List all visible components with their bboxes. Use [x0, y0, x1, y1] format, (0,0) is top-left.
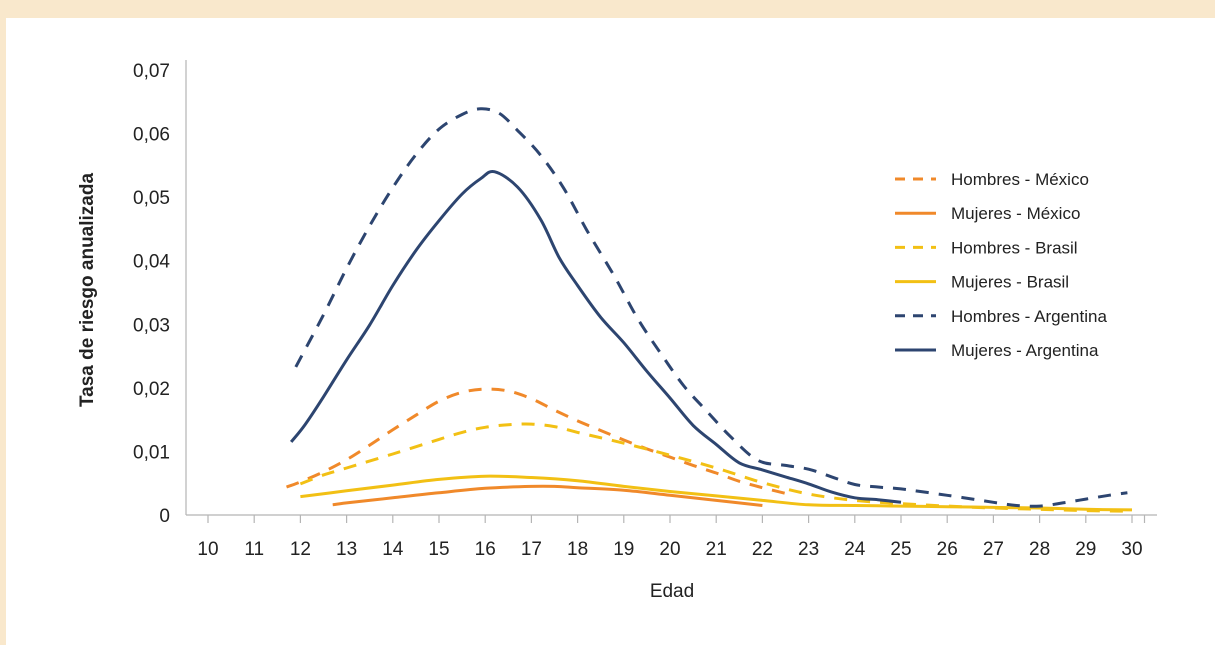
- y-tick-label: 0,05: [133, 188, 170, 209]
- x-tick-label: 29: [1075, 539, 1096, 560]
- x-tick-label: 21: [706, 539, 727, 560]
- x-tick-label: 25: [890, 539, 911, 560]
- legend: Hombres - México Mujeres - México Hombres …: [895, 170, 1107, 360]
- legend-label-hombres-argentina: Hombres - Argentina: [951, 307, 1107, 326]
- x-tick-label: 15: [428, 539, 449, 560]
- x-tick-label: 17: [521, 539, 542, 560]
- y-tick-label: 0,07: [133, 61, 170, 82]
- series-line-mujeres-mexico: [332, 484, 763, 507]
- legend-label-mujeres-mexico: Mujeres - México: [951, 204, 1080, 223]
- y-tick-label: 0: [159, 506, 170, 527]
- y-tick-label: 0,06: [133, 125, 170, 146]
- x-tick-label: 13: [336, 539, 357, 560]
- x-tick-label: 14: [382, 539, 404, 560]
- legend-label-mujeres-argentina: Mujeres - Argentina: [951, 341, 1099, 360]
- axes: 10 11 12 13 14 15 16 17 18 19 20 21 22 23 24 25 26 27 28 29…: [133, 60, 1157, 560]
- x-tick-label: 22: [752, 539, 773, 560]
- y-tick-label: 0,04: [133, 252, 170, 273]
- y-tick-label: 0,02: [133, 379, 170, 400]
- chart-frame: [6, 18, 1215, 645]
- x-tick-label: 19: [613, 539, 634, 560]
- x-tick-label: 24: [844, 539, 866, 560]
- plot-area: [286, 107, 1133, 513]
- series-line-hombres-argentina: [294, 107, 1128, 508]
- legend-label-mujeres-brasil: Mujeres - Brasil: [951, 273, 1069, 292]
- y-axis-label: Tasa de riesgo anualizada: [77, 173, 98, 408]
- x-tick-label: 11: [244, 539, 264, 560]
- x-tick-label: 27: [983, 539, 1004, 560]
- series-line-mujeres-argentina: [290, 169, 902, 504]
- x-tick-label: 26: [937, 539, 958, 560]
- x-tick-label: 23: [798, 539, 819, 560]
- x-tick-label: 18: [567, 539, 588, 560]
- legend-label-hombres-mexico: Hombres - México: [951, 170, 1089, 189]
- y-tick-label: 0,01: [133, 442, 170, 463]
- x-tick-label: 10: [197, 539, 218, 560]
- x-tick-label: 20: [659, 539, 680, 560]
- series-line-hombres-brasil: [299, 422, 1133, 513]
- x-tick-label: 16: [475, 539, 496, 560]
- x-tick-label: 30: [1121, 539, 1142, 560]
- x-axis-label: Edad: [650, 581, 694, 602]
- x-tick-label: 12: [290, 539, 311, 560]
- series-line-mujeres-brasil: [300, 474, 1133, 512]
- legend-label-hombres-brasil: Hombres - Brasil: [951, 238, 1078, 257]
- x-tick-label: 28: [1029, 539, 1050, 560]
- y-tick-label: 0,03: [133, 315, 170, 336]
